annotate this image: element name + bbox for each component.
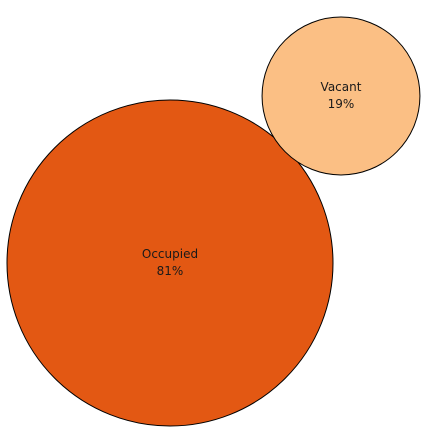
label-occupied-name: Occupied xyxy=(142,247,198,261)
circle-occupied xyxy=(6,99,334,427)
label-vacant-percent: 19% xyxy=(328,97,355,111)
circle-vacant xyxy=(261,16,421,176)
label-occupied-percent: 81% xyxy=(157,264,184,278)
label-vacant-name: Vacant xyxy=(321,80,362,94)
bubble-occupied: Occupied 81% xyxy=(6,99,334,427)
bubble-vacant: Vacant 19% xyxy=(261,16,421,176)
